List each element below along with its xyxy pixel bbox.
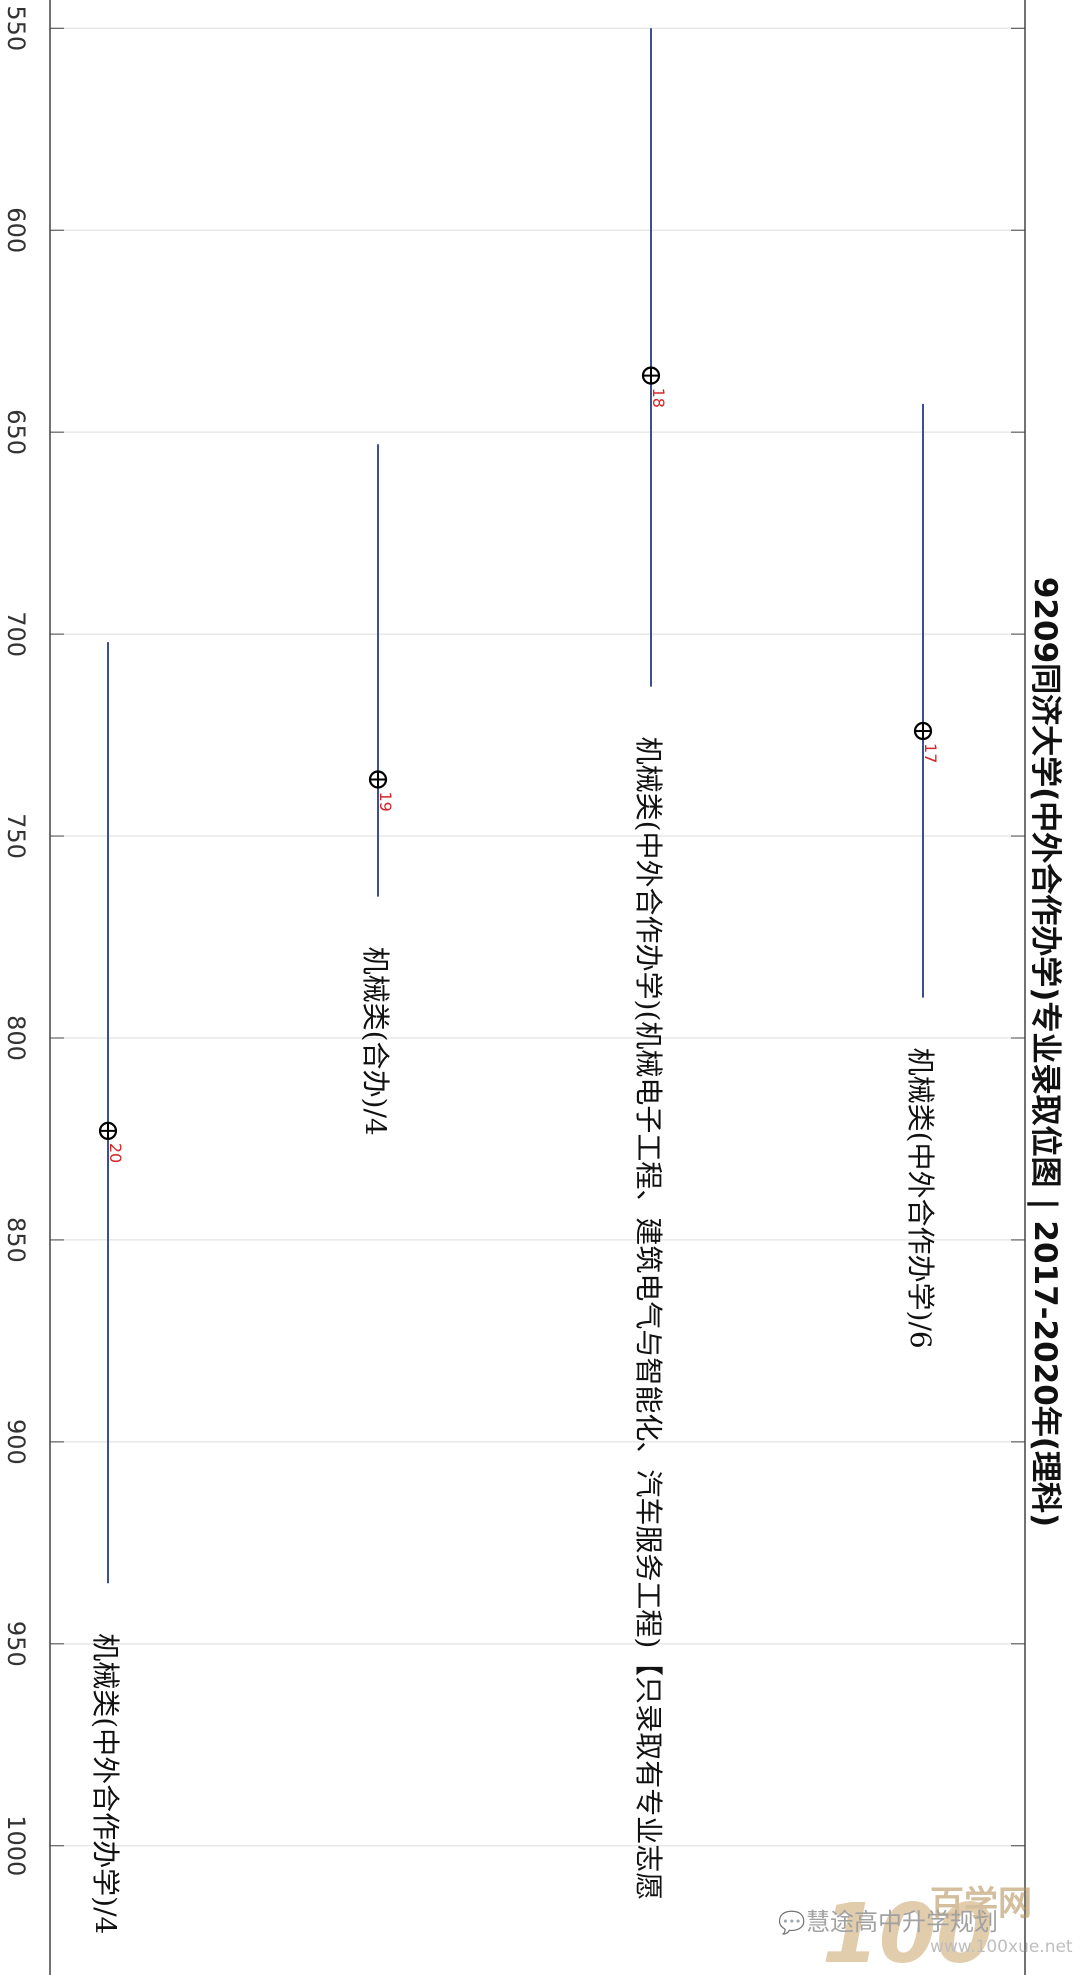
- chart-title: 9209同济大学(中外合作办学)专业录取位图 | 2017-2020年(理科): [1027, 577, 1063, 1527]
- watermark-logo-number: 100: [822, 1887, 993, 1975]
- tick-label: 950: [2, 1621, 30, 1667]
- tick-label: 600: [2, 207, 30, 253]
- tick-label: 1000: [2, 1815, 30, 1876]
- point-label: 17: [921, 743, 940, 763]
- value-axis: 550 600 650 700 750 800 850 900 950 1000: [2, 0, 1026, 1975]
- tick-label: 800: [2, 1015, 30, 1061]
- watermark-account: 慧途高中升学规划: [806, 1908, 998, 1936]
- point-label: 19: [376, 791, 395, 811]
- watermark-logo-text: 百学网: [930, 1884, 1032, 1924]
- point-label: 20: [106, 1143, 125, 1163]
- watermark: 100 百学网 www.100xue.net 💬 慧途高中升学规划: [778, 1884, 1073, 1975]
- category-label: 机械类(中外合作办学)(机械电子工程、建筑电气与智能化、汽车服务工程)【只录取有…: [632, 737, 665, 1901]
- tick-label: 850: [2, 1217, 30, 1263]
- category-label: 机械类(合办)/4: [359, 947, 392, 1136]
- tick-label: 550: [2, 5, 30, 51]
- point-label: 18: [649, 388, 668, 408]
- tick-label: 700: [2, 611, 30, 657]
- tick-label: 750: [2, 813, 30, 859]
- gridlines: [50, 27, 1025, 1847]
- tick-label: 900: [2, 1419, 30, 1465]
- watermark-site: www.100xue.net: [930, 1937, 1073, 1957]
- tick-label: 650: [2, 409, 30, 455]
- category-label: 机械类(中外合作办学)/6: [904, 1048, 937, 1349]
- category-label: 机械类(中外合作办学)/4: [89, 1633, 122, 1934]
- wechat-icon: 💬: [778, 1910, 805, 1936]
- series-layer: 20 机械类(中外合作办学)/4 19 机械类(合办)/4 18 机械类(中外合作办学)(…: [89, 28, 940, 1934]
